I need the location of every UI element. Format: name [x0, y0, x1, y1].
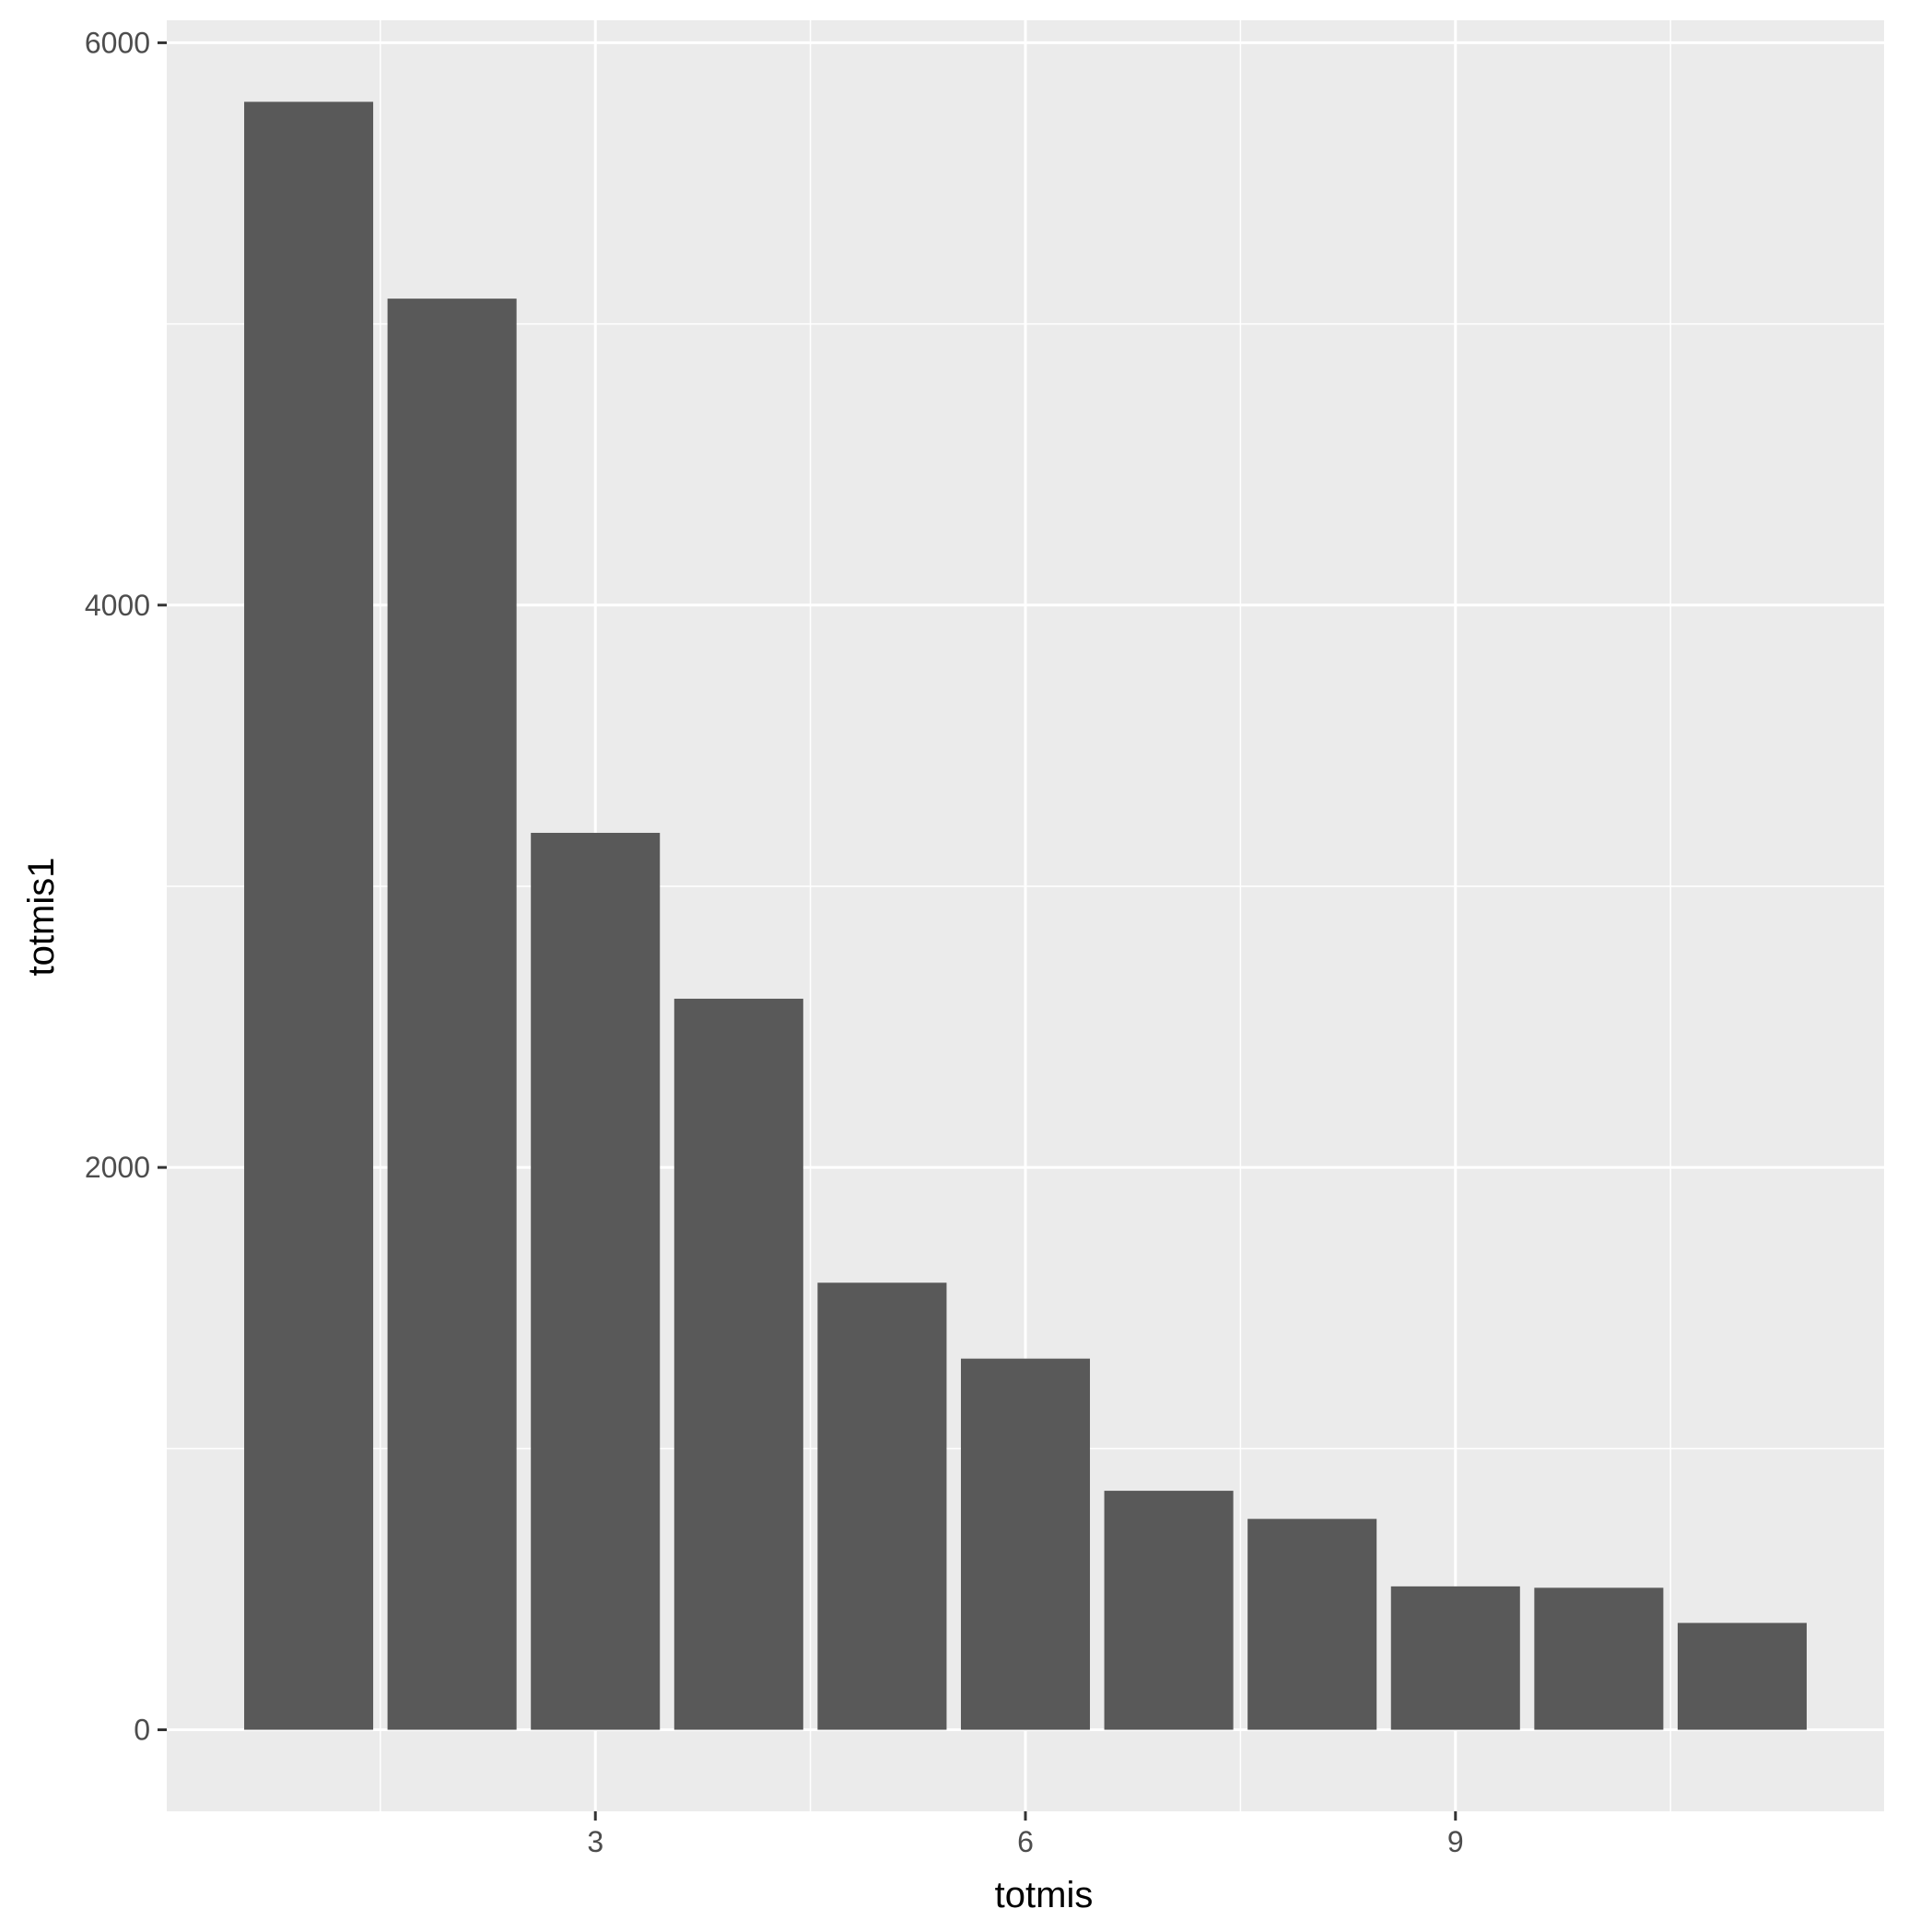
y-tick-label: 6000: [85, 26, 150, 59]
bar-8: [1247, 1518, 1377, 1730]
bar-5: [817, 1282, 947, 1730]
bar-7: [1104, 1491, 1234, 1730]
x-tick-label: 6: [1017, 1825, 1034, 1858]
x-axis-title: totmis: [995, 1875, 1094, 1915]
bar-11: [1677, 1622, 1807, 1730]
x-axis: 3 6 9: [587, 1811, 1464, 1858]
bar-2: [387, 299, 517, 1730]
y-axis: 0 2000 4000 6000: [85, 26, 167, 1746]
bar-6: [960, 1358, 1091, 1730]
y-tick-label: 0: [134, 1713, 150, 1746]
bar-1: [244, 101, 374, 1730]
bar-3: [531, 832, 661, 1730]
bar-4: [673, 999, 803, 1730]
bars: [244, 101, 1807, 1730]
y-tick-label: 4000: [85, 589, 150, 622]
y-axis-title: totmis1: [21, 858, 62, 977]
y-tick-label: 2000: [85, 1151, 150, 1184]
x-tick-label: 9: [1447, 1825, 1464, 1858]
bar-9: [1390, 1586, 1520, 1730]
x-tick-label: 3: [587, 1825, 603, 1858]
bar-10: [1534, 1587, 1664, 1730]
